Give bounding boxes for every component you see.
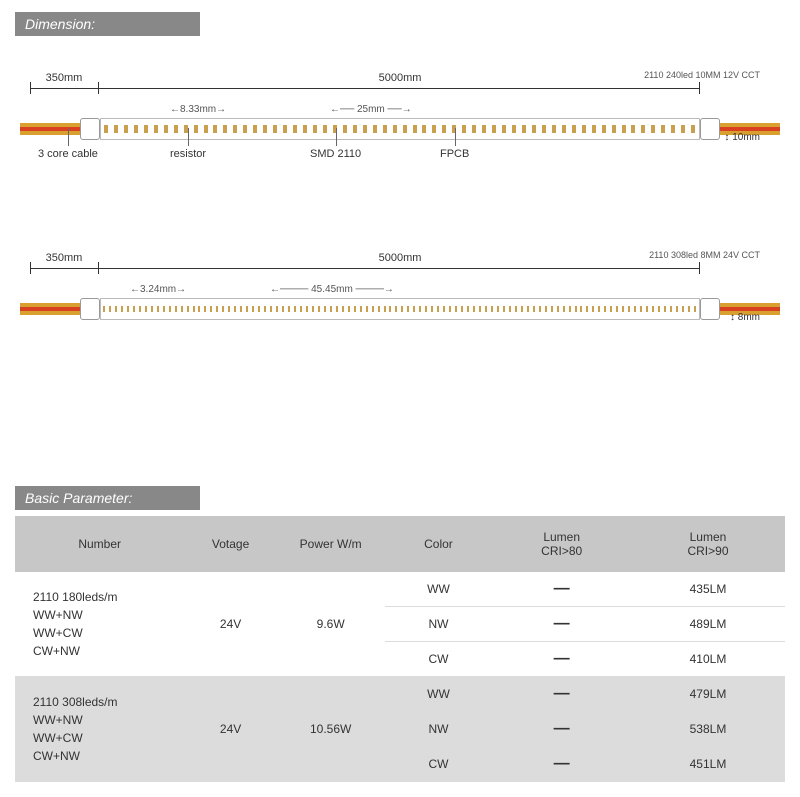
cell-cri90: 489LM (631, 607, 785, 642)
cell-cri90: 479LM (631, 677, 785, 712)
pcb-1 (100, 118, 700, 140)
connector-left-1 (80, 118, 100, 140)
col-header: Lumen CRI>90 (631, 516, 785, 572)
dimension-header: Dimension: (15, 12, 200, 36)
pitch2-1: ←── 25mm ──→ (330, 104, 412, 115)
strip-len-2: 5000mm (379, 252, 422, 264)
strip-len-1: 5000mm (379, 72, 422, 84)
pitch1-1: ←8.33mm→ (170, 104, 226, 115)
cell-color: CW (385, 747, 493, 782)
col-header: Votage (184, 516, 276, 572)
cell-color: NW (385, 607, 493, 642)
cell-cri80: — (492, 607, 631, 642)
table-row: 2110 180leds/m WW+NW WW+CW CW+NW24V9.6WW… (15, 572, 785, 607)
connector-left-2 (80, 298, 100, 320)
width-2: ↕ 8mm (730, 312, 760, 323)
col-header: Lumen CRI>80 (492, 516, 631, 572)
cell-color: WW (385, 572, 493, 607)
cell-color: CW (385, 642, 493, 677)
cable-len-2: 350mm (46, 252, 83, 264)
cell-color: WW (385, 677, 493, 712)
callout-fpcb: FPCB (440, 148, 469, 160)
col-header: Number (15, 516, 184, 572)
cell-cri90: 538LM (631, 712, 785, 747)
callout-smd: SMD 2110 (310, 148, 361, 160)
cell-cri90: 410LM (631, 642, 785, 677)
col-header: Color (385, 516, 493, 572)
cell-cri90: 435LM (631, 572, 785, 607)
strip-diagram-1: 2110 240led 10MM 12V CCT 350mm 5000mm ←8… (20, 76, 780, 206)
cell-number: 2110 308leds/m WW+NW WW+CW CW+NW (15, 677, 184, 782)
basic-param-header: Basic Parameter: (15, 486, 200, 510)
cell-cri90: 451LM (631, 747, 785, 782)
cable-len-1: 350mm (46, 72, 83, 84)
connector-right-1 (700, 118, 720, 140)
cable-left-2 (20, 303, 80, 315)
cell-cri80: — (492, 747, 631, 782)
diagram-area: 2110 240led 10MM 12V CCT 350mm 5000mm ←8… (0, 36, 800, 406)
table-row: 2110 308leds/m WW+NW WW+CW CW+NW24V10.56… (15, 677, 785, 712)
cell-color: NW (385, 712, 493, 747)
width-1: ↕ 10mm (724, 132, 760, 143)
connector-right-2 (700, 298, 720, 320)
strip-diagram-2: 2110 308led 8MM 24V CCT 350mm 5000mm ←3.… (20, 256, 780, 386)
cable-left-1 (20, 123, 80, 135)
cell-voltage: 24V (184, 677, 276, 782)
cell-cri80: — (492, 677, 631, 712)
cell-voltage: 24V (184, 572, 276, 677)
col-header: Power W/m (277, 516, 385, 572)
pitch2-2: ←──── 45.45mm ────→ (270, 284, 394, 295)
cell-number: 2110 180leds/m WW+NW WW+CW CW+NW (15, 572, 184, 677)
callout-resistor: resistor (170, 148, 206, 160)
cell-cri80: — (492, 642, 631, 677)
param-table: NumberVotagePower W/mColorLumen CRI>80Lu… (15, 516, 785, 782)
cell-cri80: — (492, 712, 631, 747)
pcb-2 (100, 298, 700, 320)
cell-cri80: — (492, 572, 631, 607)
cell-power: 10.56W (277, 677, 385, 782)
callout-cable: 3 core cable (38, 148, 98, 160)
cell-power: 9.6W (277, 572, 385, 677)
pitch1-2: ←3.24mm→ (130, 284, 186, 295)
